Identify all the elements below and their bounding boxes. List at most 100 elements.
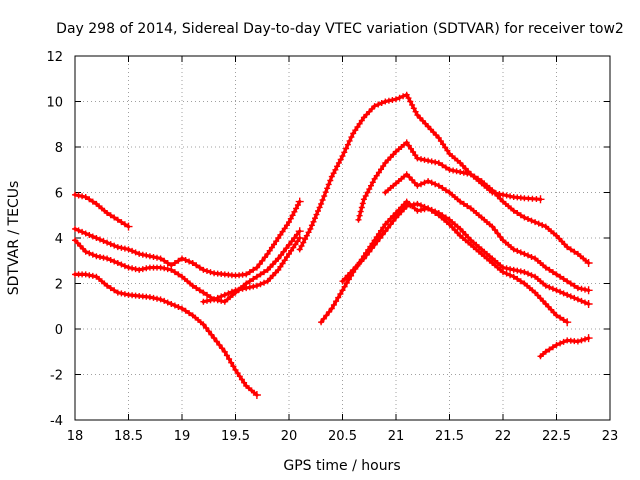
data-point bbox=[356, 218, 361, 222]
data-point bbox=[94, 275, 98, 279]
data-point bbox=[362, 115, 366, 120]
data-point bbox=[587, 336, 591, 340]
data-point bbox=[437, 161, 441, 165]
data-point bbox=[126, 247, 131, 251]
data-point bbox=[319, 320, 323, 324]
data-point bbox=[565, 279, 569, 283]
data-point bbox=[255, 265, 259, 270]
data-point bbox=[148, 254, 152, 258]
data-point bbox=[169, 268, 173, 272]
data-point bbox=[148, 265, 152, 270]
data-point bbox=[587, 261, 591, 265]
data-point bbox=[458, 227, 462, 231]
data-point bbox=[490, 256, 494, 261]
y-axis-label: SDTVAR / TECUs bbox=[6, 181, 22, 296]
data-point bbox=[480, 179, 484, 183]
data-point bbox=[533, 275, 537, 279]
data-point bbox=[437, 184, 441, 188]
data-point bbox=[501, 238, 505, 242]
data-point bbox=[522, 196, 527, 200]
data-point bbox=[340, 154, 345, 158]
y-tick-label: 12 bbox=[46, 50, 63, 65]
data-point bbox=[362, 197, 366, 201]
x-tick-label: 23 bbox=[602, 429, 619, 444]
data-point bbox=[469, 172, 473, 176]
series-arc-1 bbox=[72, 191, 133, 231]
data-point bbox=[362, 256, 366, 261]
data-point bbox=[276, 236, 280, 240]
data-point bbox=[405, 204, 409, 208]
data-point bbox=[458, 200, 462, 204]
data-point bbox=[469, 206, 473, 211]
data-point bbox=[137, 294, 141, 298]
series-line bbox=[383, 172, 591, 292]
data-point bbox=[458, 161, 462, 165]
data-point bbox=[480, 252, 484, 256]
data-point bbox=[373, 104, 377, 108]
data-point bbox=[490, 261, 494, 265]
data-point bbox=[458, 234, 462, 238]
y-tick-label: 4 bbox=[55, 232, 63, 247]
data-point bbox=[201, 268, 205, 272]
x-tick-label: 18.5 bbox=[114, 429, 143, 444]
data-point bbox=[84, 195, 88, 199]
data-point bbox=[148, 295, 152, 299]
data-point bbox=[480, 247, 484, 251]
series-arc-7 bbox=[355, 139, 593, 267]
data-point bbox=[137, 252, 141, 256]
data-point bbox=[415, 184, 419, 188]
data-point bbox=[244, 286, 248, 290]
data-point bbox=[394, 215, 398, 220]
data-point bbox=[512, 247, 516, 251]
data-point bbox=[447, 190, 452, 195]
data-point bbox=[266, 279, 270, 283]
data-point bbox=[544, 284, 548, 288]
data-point bbox=[126, 293, 131, 297]
data-point bbox=[266, 252, 270, 256]
data-point bbox=[255, 284, 259, 288]
data-point bbox=[565, 338, 569, 342]
data-point bbox=[394, 181, 398, 185]
data-point bbox=[223, 272, 227, 276]
data-point bbox=[383, 229, 387, 233]
series-point-markers bbox=[72, 227, 304, 305]
data-point bbox=[201, 300, 205, 304]
data-point bbox=[308, 227, 312, 231]
data-point bbox=[191, 284, 195, 288]
data-point bbox=[512, 275, 516, 279]
data-point bbox=[223, 300, 227, 304]
x-tick-label: 18 bbox=[67, 429, 84, 444]
data-point bbox=[105, 211, 109, 215]
data-point bbox=[522, 281, 527, 286]
x-tick-label: 22.5 bbox=[542, 429, 571, 444]
data-point bbox=[105, 256, 109, 261]
data-point bbox=[287, 243, 291, 247]
data-point bbox=[73, 227, 77, 231]
x-tick-label: 22 bbox=[495, 429, 512, 444]
data-point bbox=[394, 97, 398, 101]
data-point bbox=[73, 238, 77, 242]
data-point bbox=[426, 124, 430, 129]
data-point bbox=[159, 265, 163, 270]
data-point bbox=[501, 265, 505, 270]
data-point bbox=[554, 272, 559, 276]
y-tick-label: 8 bbox=[55, 141, 63, 156]
data-point bbox=[383, 190, 387, 195]
data-point bbox=[126, 265, 131, 270]
data-point bbox=[105, 240, 109, 245]
data-point bbox=[223, 293, 227, 297]
data-point bbox=[533, 220, 537, 224]
data-point bbox=[212, 271, 216, 275]
data-point bbox=[426, 179, 430, 183]
data-point bbox=[298, 200, 302, 204]
data-point bbox=[576, 297, 580, 302]
data-point bbox=[94, 254, 98, 258]
data-point bbox=[394, 211, 398, 215]
data-point bbox=[94, 236, 98, 240]
data-point bbox=[458, 170, 462, 174]
data-point bbox=[298, 229, 302, 233]
data-point bbox=[159, 256, 163, 261]
data-point bbox=[73, 272, 77, 276]
data-point bbox=[415, 156, 419, 160]
data-point bbox=[201, 322, 205, 327]
